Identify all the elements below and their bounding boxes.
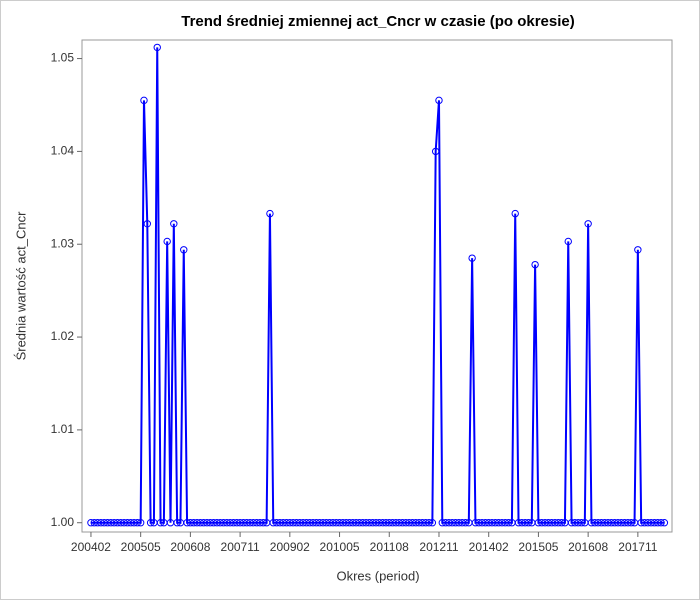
marker [153, 43, 161, 52]
marker [577, 519, 586, 527]
x-tick-label: 200402 [71, 540, 111, 554]
y-tick-label: 1.03 [51, 236, 75, 250]
marker [660, 519, 669, 527]
marker [140, 96, 148, 105]
marker [133, 519, 142, 527]
x-axis-label: Okres (period) [336, 568, 419, 583]
marker [173, 519, 181, 527]
marker [170, 220, 178, 228]
marker [266, 209, 274, 218]
marker [504, 519, 513, 527]
x-tick-label: 200902 [270, 540, 310, 554]
marker [259, 519, 268, 527]
marker [468, 254, 476, 262]
marker [461, 519, 470, 527]
marker [627, 519, 635, 527]
marker [431, 147, 440, 156]
x-tick-label: 200505 [121, 540, 161, 554]
marker [136, 519, 145, 527]
y-tick-label: 1.01 [51, 422, 75, 436]
y-tick-label: 1.05 [51, 51, 75, 65]
marker [531, 260, 539, 269]
x-tick-label: 201608 [568, 540, 608, 554]
x-tick-label: 201505 [518, 540, 558, 554]
y-tick-label: 1.04 [51, 144, 75, 158]
x-tick-label: 201402 [469, 540, 509, 554]
marker [564, 237, 572, 246]
y-tick-label: 1.02 [51, 329, 75, 343]
y-tick-label: 1.00 [51, 515, 75, 529]
plot-frame [81, 39, 673, 533]
marker [557, 519, 566, 527]
marker [634, 246, 642, 254]
marker [425, 519, 433, 527]
x-tick-label: 200711 [221, 540, 260, 554]
x-tick-label: 200608 [170, 540, 210, 554]
marker [524, 519, 533, 527]
line [90, 47, 665, 524]
marker [428, 519, 437, 527]
marker [584, 220, 592, 228]
marker [146, 519, 155, 527]
marker [657, 519, 665, 527]
marker [511, 209, 519, 218]
x-tick-label: 201711 [618, 540, 657, 554]
marker [435, 96, 443, 105]
x-tick-label: 201108 [370, 540, 409, 554]
marker [180, 246, 188, 254]
y-axis-label: Średnia wartość act_Cncr [13, 211, 28, 361]
marker [156, 519, 165, 527]
x-tick-label: 201211 [419, 540, 458, 554]
x-tick-label: 201005 [320, 540, 360, 554]
marker [163, 237, 171, 246]
marker [143, 220, 151, 228]
chart-title: Trend średniej zmiennej act_Cncr w czasi… [181, 13, 574, 30]
